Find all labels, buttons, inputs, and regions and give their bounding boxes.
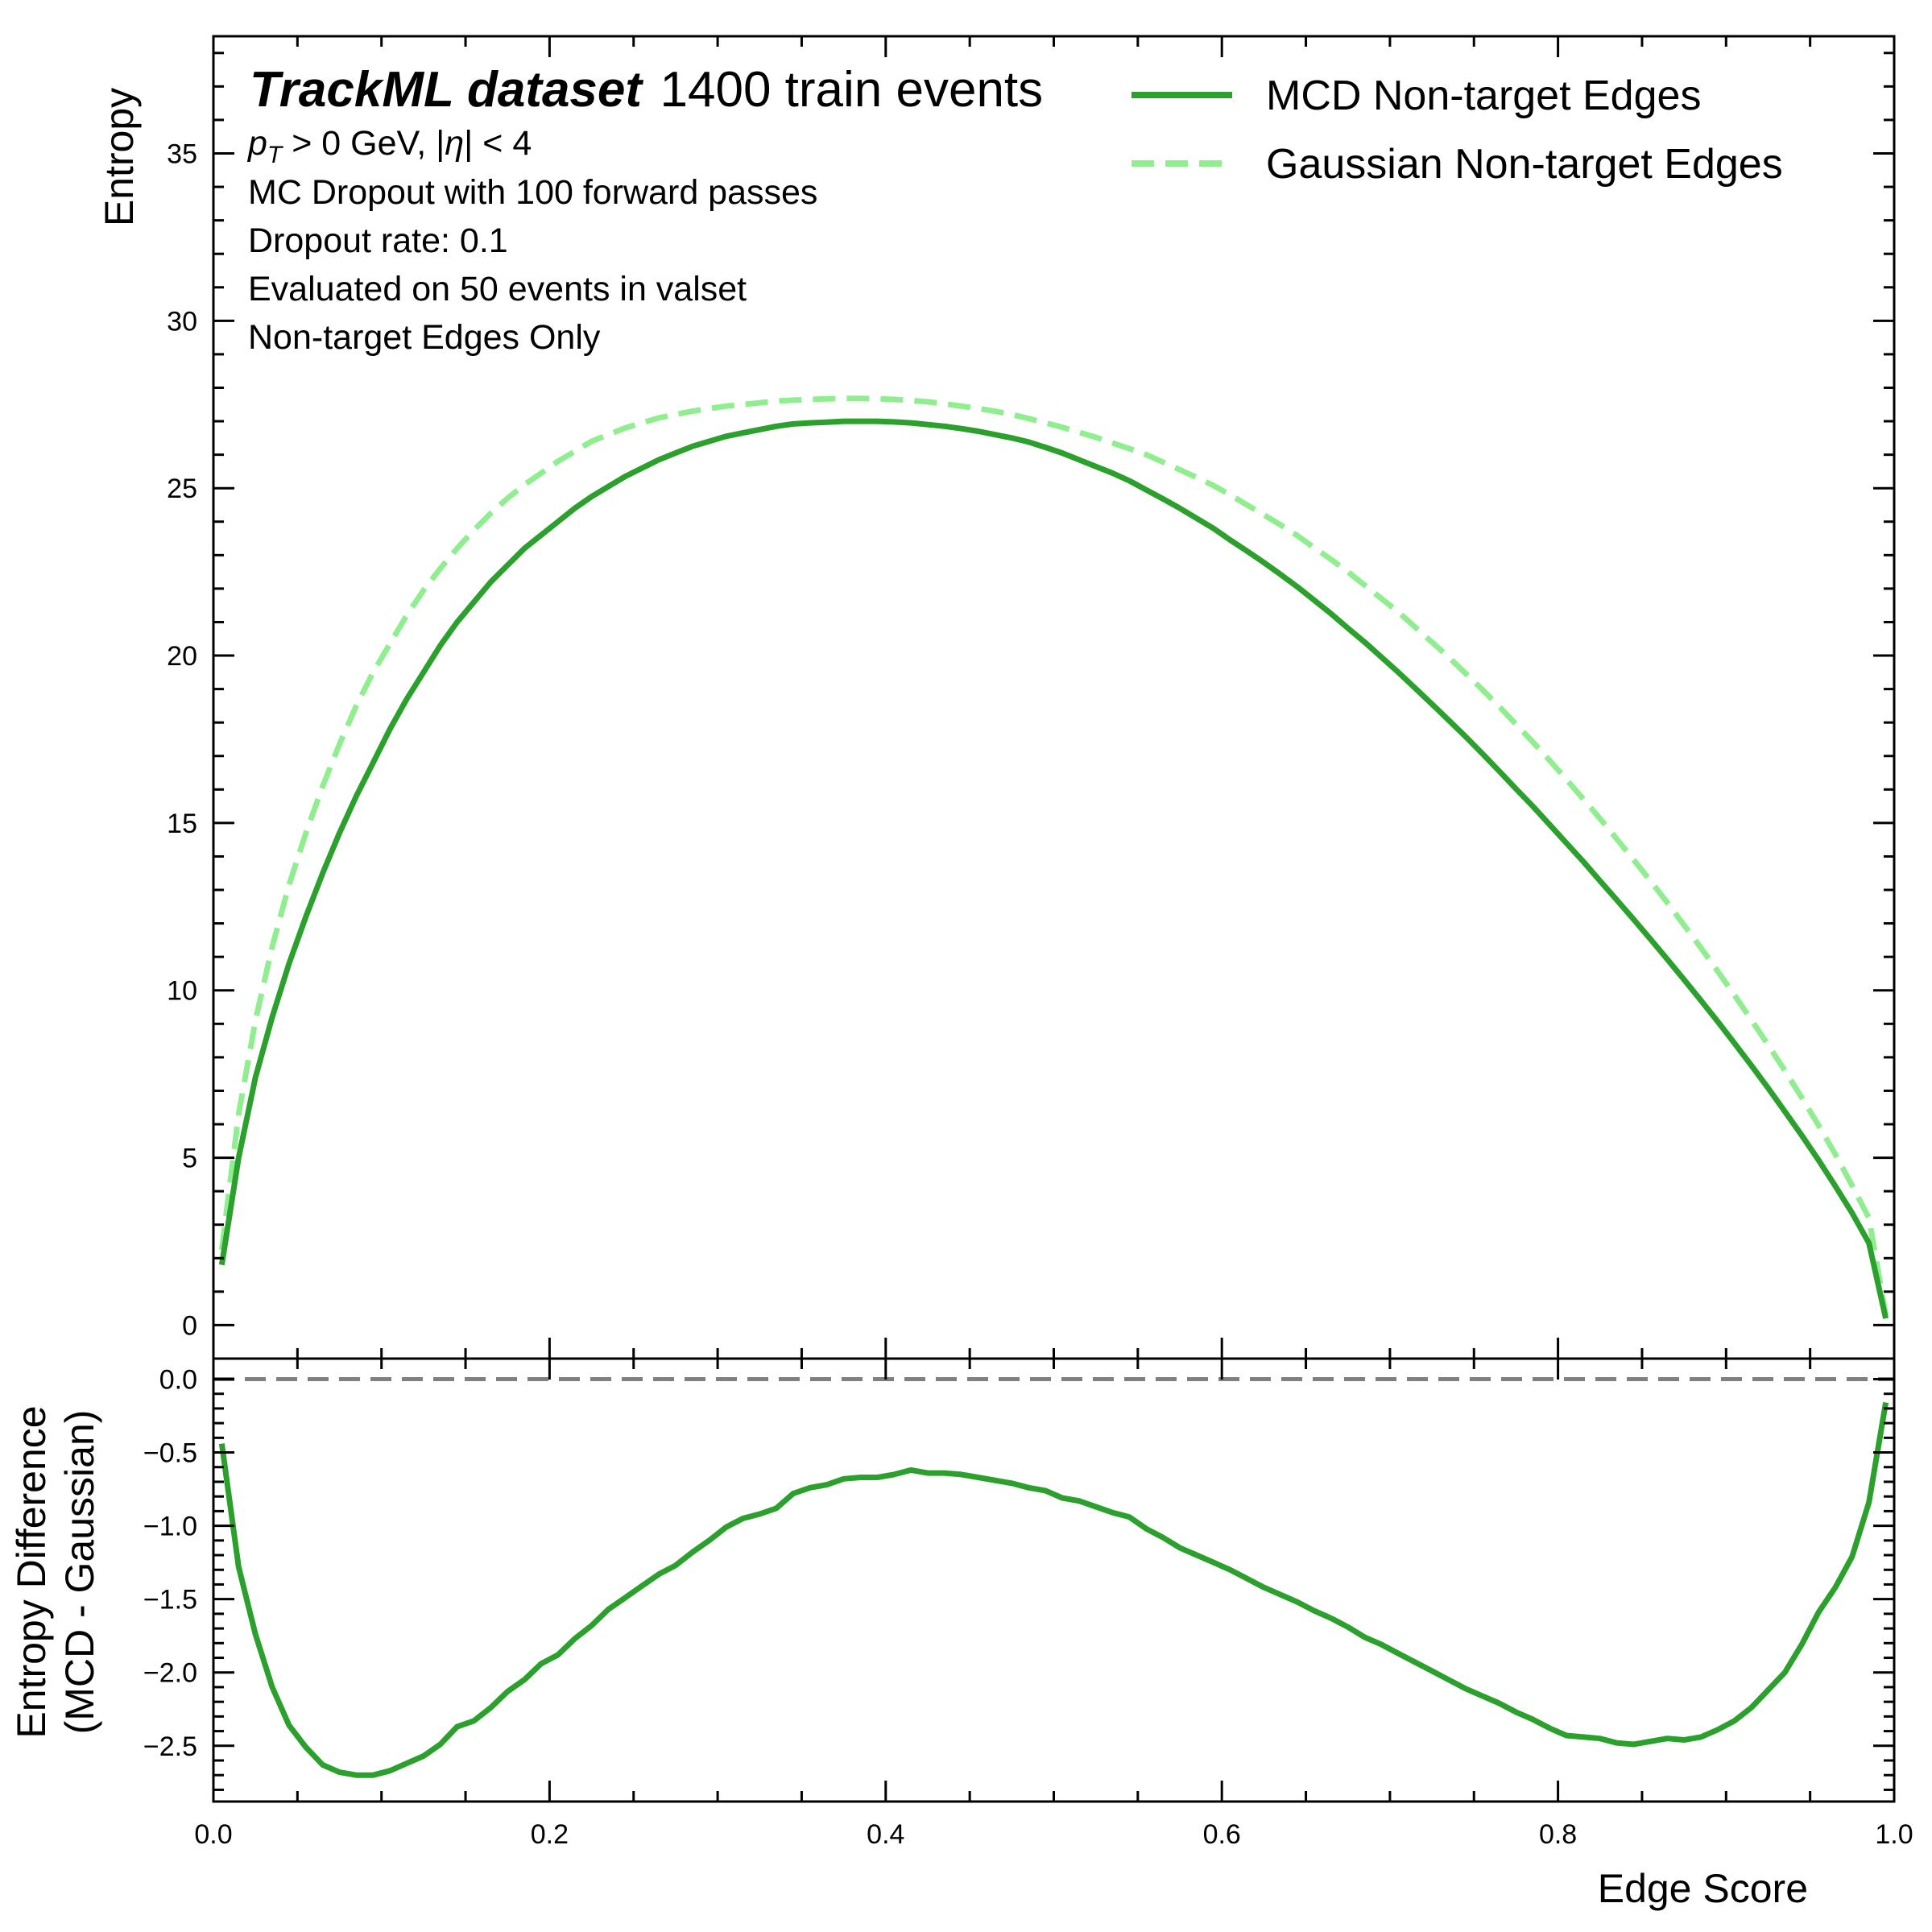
x-tick-label: 0.0 bbox=[194, 1819, 232, 1850]
ratio-y-axis-label-line1: Entropy Difference bbox=[9, 1405, 54, 1738]
ratio-panel: 0.0 −0.5 −1.0 −1.5 −2.0 −2.5 0.0 0.2 0.4 0.6 0.8 1… bbox=[9, 1357, 1913, 1911]
title-rest: 1400 train events bbox=[660, 62, 1044, 118]
y-tick-label: −0.5 bbox=[143, 1438, 197, 1469]
y-tick-label: 0 bbox=[182, 1310, 197, 1341]
legend: MCD Non-target Edges Gaussian Non-target… bbox=[1131, 72, 1783, 188]
ratio-series-lines bbox=[213, 1376, 1894, 1778]
annotation-block: pT > 0 GeV, |η| < 4 MC Dropout with 100 … bbox=[246, 124, 817, 357]
y-tick-label: 5 bbox=[182, 1144, 197, 1174]
series-line-difference bbox=[218, 1402, 1889, 1778]
x-tick-label: 0.4 bbox=[867, 1819, 904, 1850]
annotation-line: Evaluated on 50 events in valset bbox=[248, 270, 747, 308]
ratio-y-ticks: 0.0 −0.5 −1.0 −1.5 −2.0 −2.5 bbox=[143, 1364, 1894, 1791]
title-block: TrackML dataset 1400 train events bbox=[250, 62, 1043, 118]
y-tick-label: −1.5 bbox=[143, 1585, 197, 1616]
ratio-y-axis-label-line2: (MCD - Gaussian) bbox=[57, 1410, 102, 1735]
x-tick-label: 0.2 bbox=[531, 1819, 569, 1850]
legend-label-mcd: MCD Non-target Edges bbox=[1266, 72, 1701, 119]
x-tick-label: 1.0 bbox=[1875, 1819, 1913, 1850]
annotation-line: Non-target Edges Only bbox=[248, 318, 601, 357]
y-tick-label: 20 bbox=[167, 641, 197, 672]
y-tick-label: −2.0 bbox=[143, 1658, 197, 1689]
annotation-kinematic-cuts: pT > 0 GeV, |η| < 4 bbox=[246, 124, 532, 168]
main-y-axis-label: Entropy bbox=[97, 88, 142, 226]
y-tick-label: 30 bbox=[167, 306, 197, 337]
y-tick-label: 0.0 bbox=[159, 1364, 197, 1395]
x-tick-label: 0.8 bbox=[1539, 1819, 1577, 1850]
y-tick-label: 15 bbox=[167, 809, 197, 839]
y-tick-label: −2.5 bbox=[143, 1731, 197, 1762]
svg-text:TrackML dataset 1400 t: TrackML dataset 1400 train events bbox=[250, 62, 1043, 118]
ratio-plot-frame bbox=[212, 1357, 1896, 1803]
annotation-line: Dropout rate: 0.1 bbox=[248, 221, 508, 260]
main-y-ticks: 0 5 10 15 20 25 30 35 bbox=[167, 52, 1894, 1341]
y-tick-label: 35 bbox=[167, 139, 197, 169]
x-tick-label: 0.6 bbox=[1203, 1819, 1241, 1850]
series-line-gaussian bbox=[218, 395, 1889, 1316]
x-axis-label: Edge Score bbox=[1598, 1866, 1808, 1911]
main-series-lines bbox=[218, 395, 1889, 1319]
title-bold: TrackML dataset bbox=[250, 62, 643, 118]
annotation-line: MC Dropout with 100 forward passes bbox=[248, 173, 817, 212]
series-line-mcd bbox=[218, 418, 1889, 1319]
y-tick-label: 10 bbox=[167, 976, 197, 1007]
main-panel: 0 5 10 15 20 25 30 35 Entropy TrackML dataset 1… bbox=[97, 35, 1896, 1360]
y-tick-label: 25 bbox=[167, 474, 197, 504]
y-tick-label: −1.0 bbox=[143, 1512, 197, 1542]
legend-label-gaussian: Gaussian Non-target Edges bbox=[1266, 141, 1783, 188]
ratio-x-ticks: 0.0 0.2 0.4 0.6 0.8 1.0 bbox=[194, 1359, 1913, 1850]
